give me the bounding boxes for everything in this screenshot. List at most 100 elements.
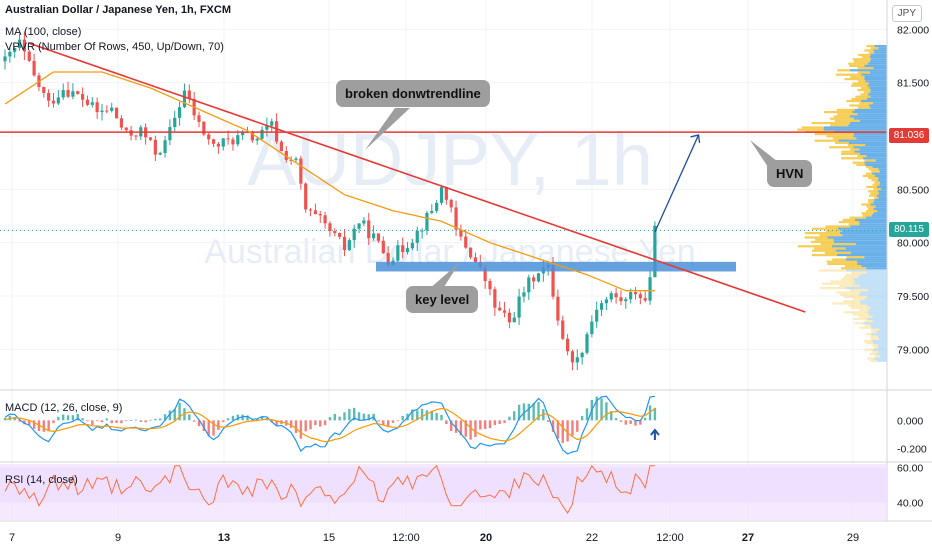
candle-body bbox=[376, 233, 381, 241]
candle-body bbox=[304, 183, 308, 210]
vpvr-bar-down bbox=[844, 265, 862, 268]
candle-body bbox=[444, 187, 448, 200]
vpvr-bar-down bbox=[857, 67, 874, 70]
currency-badge[interactable]: JPY bbox=[891, 5, 922, 22]
macd-histogram-bar bbox=[129, 420, 133, 421]
candle-body bbox=[410, 242, 414, 249]
price-label-last: 80.115 bbox=[889, 222, 929, 237]
vpvr-bar-down bbox=[847, 144, 866, 147]
vpvr-bar-up bbox=[872, 348, 887, 351]
macd-histogram-bar bbox=[125, 420, 128, 422]
candle-body bbox=[347, 240, 351, 251]
candle-body bbox=[357, 223, 361, 229]
vpvr-bar-up bbox=[873, 357, 887, 360]
candle-body bbox=[216, 143, 220, 147]
vpvr-bar-up bbox=[846, 258, 887, 261]
candle-body bbox=[187, 90, 191, 99]
vpvr-bar-down bbox=[825, 225, 851, 228]
vpvr-bar-down bbox=[868, 201, 874, 204]
vpvr-bar-down bbox=[866, 166, 873, 169]
macd-histogram-bar bbox=[3, 418, 7, 421]
macd-up-arrow-icon bbox=[650, 428, 660, 436]
macd-histogram-bar bbox=[416, 410, 419, 421]
candle-body bbox=[323, 215, 327, 224]
vpvr-bar-down bbox=[814, 139, 839, 142]
macd-histogram-bar bbox=[619, 420, 623, 422]
macd-histogram-bar bbox=[527, 403, 530, 421]
vpvr-bar-down bbox=[871, 170, 880, 173]
macd-histogram-bar bbox=[241, 414, 244, 421]
vpvr-bar-up bbox=[866, 271, 887, 274]
vpvr-bar-down bbox=[814, 247, 846, 250]
macd-histogram-bar bbox=[163, 414, 167, 421]
vpvr-bar-up bbox=[864, 161, 887, 164]
callout-pointer bbox=[365, 108, 410, 150]
candle-body bbox=[148, 137, 153, 140]
macd-histogram-bar bbox=[382, 420, 385, 426]
macd-histogram-bar bbox=[231, 415, 235, 421]
macd-histogram-bar bbox=[309, 420, 312, 430]
vpvr-bar-down bbox=[853, 298, 865, 301]
vpvr-bar-up bbox=[868, 289, 887, 292]
vpvr-bar-up bbox=[874, 199, 887, 202]
candle-body bbox=[435, 202, 439, 211]
vpvr-bar-down bbox=[868, 168, 879, 171]
candle-body bbox=[502, 310, 507, 313]
candle-body bbox=[211, 139, 216, 144]
vpvr-bar-down bbox=[871, 331, 877, 334]
vpvr-bar-up bbox=[875, 159, 887, 162]
candle-body bbox=[134, 135, 138, 137]
macd-histogram-bar bbox=[95, 420, 99, 422]
macd-histogram-bar bbox=[115, 420, 118, 423]
vpvr-bar-up bbox=[867, 84, 887, 87]
y-tick-label: 80.500 bbox=[897, 184, 929, 196]
macd-histogram-bar bbox=[188, 414, 191, 421]
vpvr-bar-down bbox=[862, 214, 872, 217]
macd-histogram-bar bbox=[566, 420, 569, 442]
candle-body bbox=[85, 99, 90, 105]
vpvr-bar-down bbox=[843, 276, 858, 279]
macd-histogram-bar bbox=[517, 404, 521, 421]
macd-legend: MACD (12, 26, close, 9) bbox=[5, 402, 123, 414]
vpvr-bar-up bbox=[878, 328, 887, 331]
vpvr-bar-down bbox=[829, 146, 854, 149]
candle-body bbox=[226, 138, 230, 140]
projection-arrow bbox=[654, 134, 700, 233]
candle-body bbox=[158, 152, 162, 155]
vpvr-bar-down bbox=[855, 95, 871, 98]
vpvr-bar-up bbox=[862, 157, 887, 160]
vpvr-bar-up bbox=[859, 152, 887, 155]
vpvr-bar-down bbox=[865, 210, 878, 213]
vpvr-bar-up bbox=[879, 355, 887, 358]
vpvr-bar-down bbox=[859, 315, 873, 318]
vpvr-bar-up bbox=[870, 58, 887, 61]
macd-histogram-bar bbox=[585, 408, 589, 421]
macd-histogram-bar bbox=[212, 420, 215, 436]
candle-body bbox=[114, 107, 119, 119]
vpvr-bar-down bbox=[833, 115, 850, 118]
candle-body bbox=[308, 209, 313, 211]
vpvr-bar-down bbox=[852, 82, 869, 85]
vpvr-bar-up bbox=[870, 203, 887, 206]
downtrend-line bbox=[28, 42, 806, 313]
vpvr-bar-down bbox=[872, 350, 879, 353]
candle-body bbox=[464, 236, 468, 248]
vpvr-bar-up bbox=[877, 335, 887, 338]
vpvr-bar-down bbox=[864, 49, 874, 52]
vpvr-bar-down bbox=[826, 260, 858, 263]
candle-body bbox=[580, 352, 584, 358]
candle-body bbox=[473, 257, 478, 262]
candle-body bbox=[585, 334, 589, 353]
vpvr-bar-down bbox=[852, 58, 871, 61]
macd-histogram-bar bbox=[154, 418, 157, 421]
vpvr-bar-up bbox=[871, 333, 887, 336]
macd-histogram-bar bbox=[13, 416, 16, 421]
candle-body bbox=[352, 228, 356, 241]
macd-histogram-bar bbox=[513, 411, 516, 421]
vpvr-bar-up bbox=[868, 82, 887, 85]
vpvr-bar-up bbox=[845, 287, 887, 290]
macd-histogram-bar bbox=[86, 420, 89, 422]
vpvr-bar-up bbox=[870, 324, 887, 327]
